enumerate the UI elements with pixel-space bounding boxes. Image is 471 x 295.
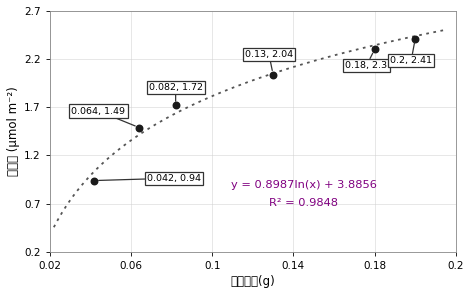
Text: 0.18, 2.3: 0.18, 2.3 [345, 53, 388, 70]
Text: 0.042, 0.94: 0.042, 0.94 [98, 174, 201, 183]
Text: 0.2, 2.41: 0.2, 2.41 [390, 43, 432, 65]
Y-axis label: 键合量 (μmol m⁻²): 键合量 (μmol m⁻²) [7, 86, 20, 176]
Point [135, 125, 143, 130]
X-axis label: 硬烷试剂(g): 硬烷试剂(g) [230, 275, 275, 288]
Text: R² = 0.9848: R² = 0.9848 [269, 198, 338, 208]
Point [90, 178, 98, 183]
Point [371, 47, 378, 52]
Text: 0.064, 1.49: 0.064, 1.49 [72, 106, 135, 126]
Text: 0.082, 1.72: 0.082, 1.72 [149, 83, 203, 101]
Point [412, 37, 419, 41]
Point [172, 103, 179, 108]
Text: y = 0.8987ln(x) + 3.8856: y = 0.8987ln(x) + 3.8856 [231, 180, 376, 190]
Text: 0.13, 2.04: 0.13, 2.04 [245, 50, 293, 71]
Point [269, 72, 277, 77]
